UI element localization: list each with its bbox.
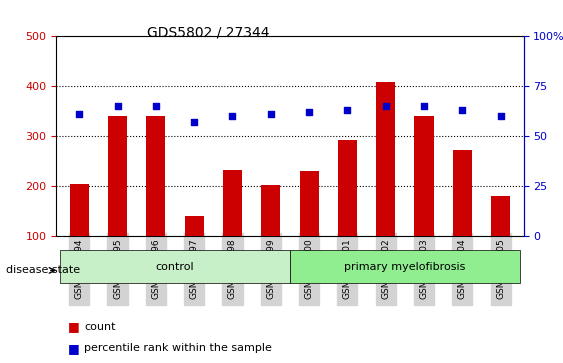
Bar: [338, 140, 357, 286]
Text: primary myelofibrosis: primary myelofibrosis: [344, 262, 466, 272]
Point: [419, 103, 428, 109]
Point: [190, 119, 199, 125]
Text: control: control: [156, 262, 194, 272]
Point: [458, 107, 467, 113]
Bar: [414, 116, 434, 286]
Point: [113, 103, 122, 109]
Bar: [300, 171, 319, 286]
Point: [496, 113, 505, 119]
Bar: [453, 150, 472, 286]
Text: disease state: disease state: [6, 265, 80, 276]
Point: [228, 113, 237, 119]
Point: [305, 109, 314, 115]
Bar: [491, 196, 510, 286]
Point: [381, 103, 390, 109]
Point: [266, 111, 275, 117]
Text: GDS5802 / 27344: GDS5802 / 27344: [147, 25, 270, 40]
Text: ■: ■: [68, 342, 79, 355]
Bar: [261, 184, 280, 286]
FancyBboxPatch shape: [290, 250, 520, 283]
Point: [151, 103, 160, 109]
Bar: [185, 216, 204, 286]
Bar: [146, 116, 166, 286]
Text: ■: ■: [68, 320, 79, 333]
Bar: [70, 184, 89, 286]
Text: percentile rank within the sample: percentile rank within the sample: [84, 343, 272, 354]
Text: count: count: [84, 322, 116, 332]
Point: [75, 111, 84, 117]
Bar: [376, 82, 395, 286]
FancyBboxPatch shape: [60, 250, 290, 283]
Bar: [108, 116, 127, 286]
Point: [343, 107, 352, 113]
Bar: [223, 170, 242, 286]
